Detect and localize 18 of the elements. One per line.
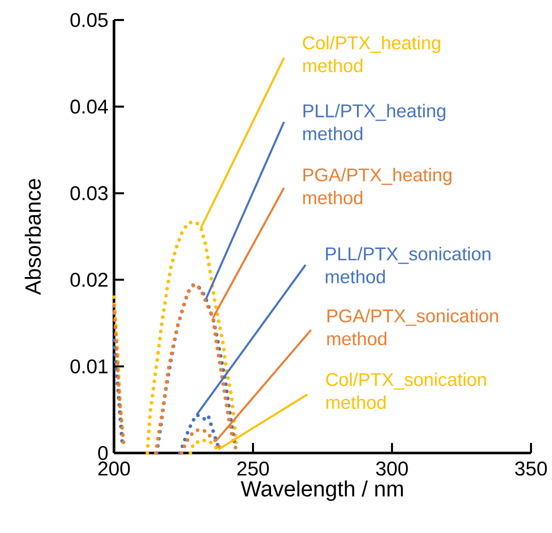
text: PGA/PTX_sonication method [327,308,498,346]
y-tick-label: 0.03 [70,186,108,200]
y-axis-title: Absorbance [24,179,41,295]
x-axis-title: Wavelength / nm [240,480,403,501]
text: PLL/PTX_sonication method [326,246,490,284]
text: Col/PTX_heating method [302,36,440,72]
y-tick-label: 0.05 [70,12,108,28]
text: PGA/PTX_heating method [303,168,452,204]
y-tick-label: 0.01 [70,359,108,374]
text: PLL/PTX_heating method [303,104,446,140]
x-tick-label: 350 [515,462,547,476]
x-tick-label: 200 [98,462,130,476]
x-tick-label: 250 [237,462,269,476]
y-tick-label: 0.04 [70,100,108,114]
text: Col/PTX_sonication method [326,372,486,409]
y-tick-label: 0 [98,446,108,460]
y-tick-label: 0.02 [70,272,108,287]
x-tick-label: 300 [376,462,408,476]
